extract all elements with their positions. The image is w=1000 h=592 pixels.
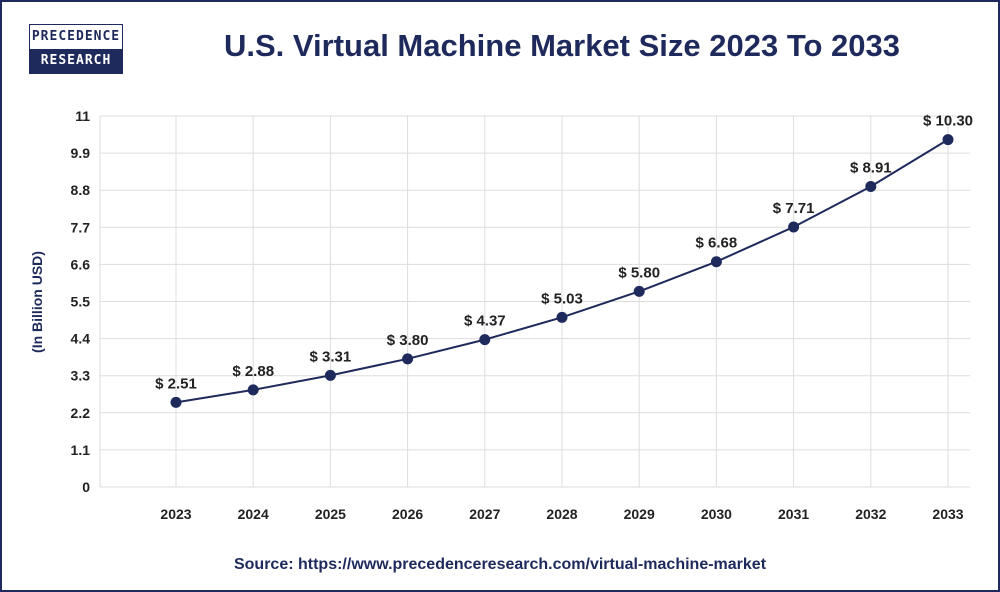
y-tick-label: 1.1: [71, 442, 91, 458]
data-point: [402, 353, 414, 365]
y-tick-label: 9.9: [71, 145, 91, 161]
data-label: $ 6.68: [696, 235, 738, 252]
data-label: $ 2.51: [155, 375, 197, 392]
chart-title: U.S. Virtual Machine Market Size 2023 To…: [224, 28, 900, 63]
x-tick-label: 2031: [778, 506, 809, 522]
data-point: [942, 134, 954, 146]
x-tick-label: 2023: [160, 506, 191, 522]
data-label: $ 4.37: [464, 313, 506, 330]
x-tick-label: 2033: [932, 506, 963, 522]
x-tick-label: 2026: [392, 506, 423, 522]
y-tick-label: 2.2: [71, 405, 91, 421]
y-tick-label: 7.7: [71, 219, 91, 235]
x-tick-label: 2032: [855, 506, 886, 522]
x-tick-label: 2027: [469, 506, 500, 522]
data-label: $ 2.88: [232, 363, 274, 380]
data-point: [710, 256, 722, 268]
y-tick-label: 4.4: [71, 331, 91, 347]
logo-line2: RESEARCH: [30, 49, 122, 73]
source-text: Source: https://www.precedenceresearch.c…: [233, 556, 767, 573]
y-tick-label: 11: [75, 108, 90, 124]
data-label: $ 8.91: [850, 159, 892, 176]
y-tick-label: 6.6: [71, 256, 91, 272]
x-tick-label: 2029: [624, 506, 655, 522]
data-label: $ 5.80: [618, 264, 660, 281]
y-tick-label: 5.5: [71, 294, 91, 310]
y-tick-label: 8.8: [71, 182, 91, 198]
data-point: [324, 369, 336, 381]
logo-line1: PRECEDENCE: [30, 25, 122, 49]
data-point: [788, 221, 800, 233]
y-tick-label: 3.3: [71, 368, 91, 384]
data-label: $ 7.71: [773, 200, 815, 217]
x-tick-label: 2028: [546, 506, 577, 522]
data-label: $ 3.80: [387, 332, 429, 349]
data-label: $ 10.30: [923, 113, 973, 130]
data-point: [247, 384, 259, 396]
data-label: $ 5.03: [541, 290, 583, 307]
logo: PRECEDENCE RESEARCH: [29, 24, 123, 74]
data-point: [865, 180, 877, 192]
data-point: [633, 285, 645, 297]
x-tick-label: 2025: [315, 506, 346, 522]
x-tick-label: 2024: [238, 506, 269, 522]
data-label: $ 3.31: [310, 348, 352, 365]
x-tick-label: 2030: [701, 506, 732, 522]
data-point: [170, 396, 182, 408]
y-tick-label: 0: [82, 479, 90, 495]
data-point: [479, 334, 491, 346]
data-point: [556, 311, 568, 323]
